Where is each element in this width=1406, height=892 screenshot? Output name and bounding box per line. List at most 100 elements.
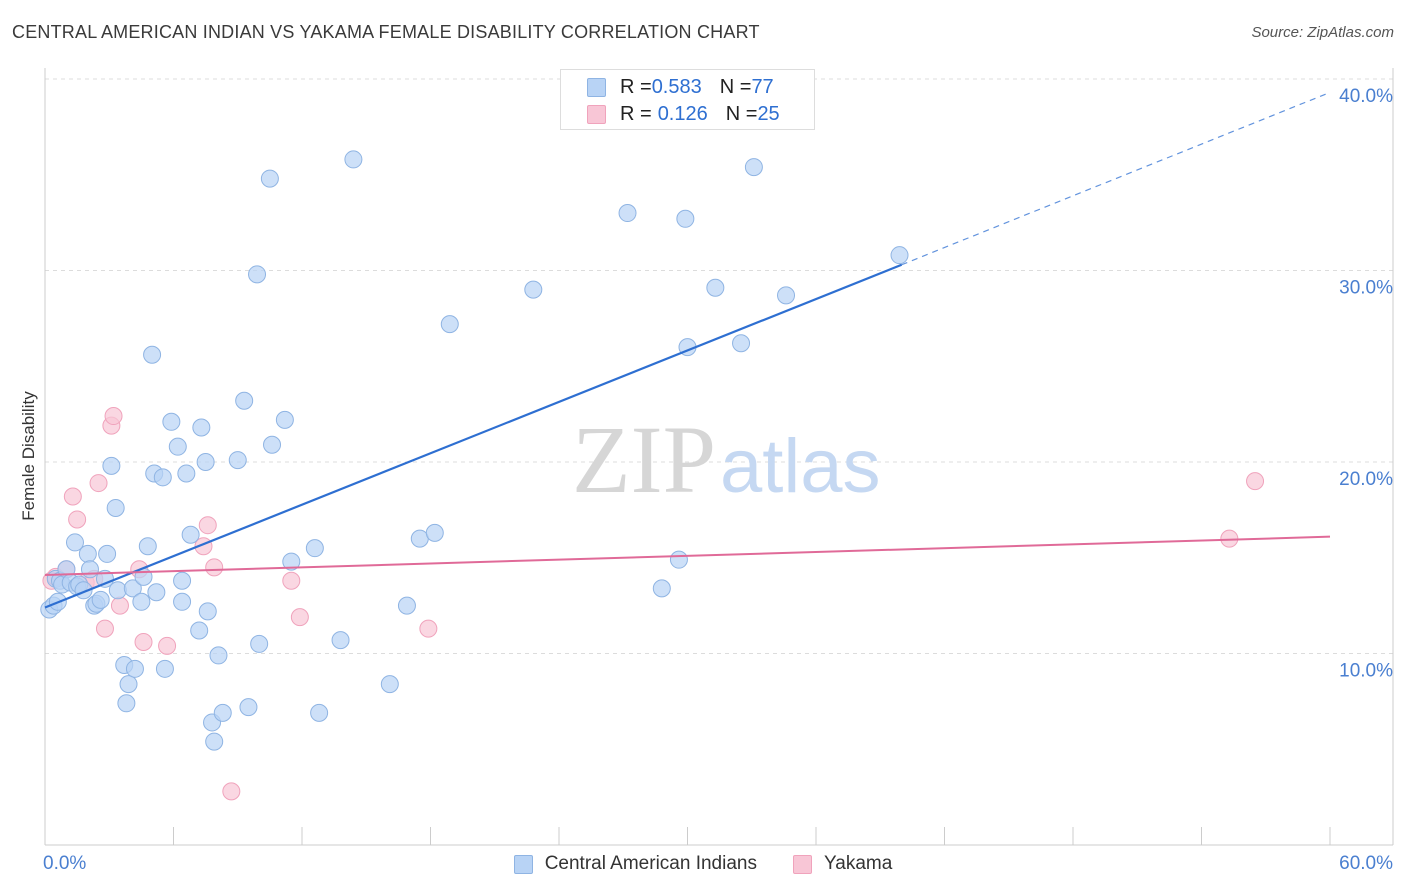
yakama-point [89,474,108,493]
watermark: ZIP atlas [572,406,881,513]
central-american-point [652,579,671,598]
central-american-point [196,453,215,471]
central-american-point [260,169,279,188]
gridlines [45,78,1395,654]
central-american-point [65,533,84,552]
central-american-point [310,703,329,722]
central-american-point [669,550,688,569]
legend-label: Central American Indians [544,853,757,874]
central-american-point [263,435,282,454]
stats-row-yakama: R = 0.126 N = 25 [587,102,780,126]
central-american-point [410,529,429,548]
central-american-indian-points [40,150,909,751]
central-american-point [91,590,110,609]
central-american-point [78,544,97,563]
central-american-point [524,280,543,299]
y-axis-title: Female Disability [19,391,38,521]
central-american-point [344,150,363,169]
central-american-point [239,698,258,717]
n-label: N = [719,75,752,98]
central-american-point [248,265,267,284]
yakama-point [222,782,241,801]
central-american-point [153,468,172,487]
central-american-point [181,525,200,544]
central-american-point [102,456,121,475]
r-value: 0.583 [651,75,702,98]
central-american-point [732,334,751,353]
central-american-point [213,703,232,722]
yakama-point [63,487,82,506]
central-american-point [890,246,909,265]
central-american-point [618,204,637,223]
yakama-point [205,558,224,577]
central-american-point [744,158,763,177]
x-tick-label-max: 60.0% [1339,853,1393,874]
n-label: N = [725,102,758,125]
central-american-point [305,539,324,558]
central-american-point [119,675,138,694]
central-american-point [440,315,459,334]
tick-labels: 10.0% 20.0% 30.0% 40.0% 0.0% 60.0% Female Disa… [19,86,1393,874]
watermark-atlas: atlas [720,424,881,509]
pink-swatch-icon [792,854,812,874]
r-label: R = [620,102,652,125]
central-american-point [98,544,117,563]
central-american-point [228,451,247,470]
stats-row-central-american: R = 0.583 N = 77 [587,75,774,99]
central-american-point [155,659,174,678]
central-american-point [125,659,144,678]
central-american-point [205,732,224,751]
yakama-point [282,571,301,590]
central-american-point [162,412,181,431]
central-american-point [235,391,254,410]
blue-swatch-icon [513,854,533,874]
central-american-point [173,571,192,590]
yakama-point [158,636,177,655]
central-american-point [425,523,444,542]
pink-swatch-icon [587,104,606,124]
central-american-point [117,694,136,713]
central-american-point [209,646,228,665]
legend-item-yakama[interactable]: Yakama [792,853,893,875]
y-tick-label: 10.0% [1339,661,1393,682]
blue-trend-line [44,263,903,609]
central-american-point [397,596,416,615]
source-label: Source: ZipAtlas.com [1251,24,1394,41]
axes [44,68,1394,846]
central-american-point [108,581,127,600]
central-american-point [138,537,157,556]
central-american-point [380,675,399,694]
central-american-point [706,278,725,297]
r-value: 0.126 [657,102,708,125]
y-tick-label: 40.0% [1339,86,1393,107]
central-american-point [777,286,796,305]
central-american-point [275,410,294,429]
watermark-zip: ZIP [572,406,716,513]
central-american-point [147,583,166,602]
central-american-point [250,634,269,653]
central-american-point [95,569,114,588]
yakama-point [198,516,217,535]
chart-legend: Central American Indians Yakama [0,851,1406,877]
stats-legend-box: R = 0.583 N = 77 R = 0.126 N = 25 [560,69,815,130]
trend-lines [44,91,1331,609]
yakama-point [95,619,114,638]
yakama-point [68,510,87,529]
central-american-point [106,498,125,517]
central-american-point [282,552,301,571]
legend-item-central-american[interactable]: Central American Indians [513,853,757,875]
n-value: 25 [757,102,780,125]
central-american-point [676,209,695,228]
yakama-point [1246,472,1265,491]
central-american-point [192,418,211,437]
central-american-point [331,631,350,650]
central-american-point [80,560,99,579]
central-american-point [143,345,162,364]
central-american-point [132,592,151,611]
central-american-point [190,621,209,640]
legend-label: Yakama [823,853,893,874]
y-tick-label: 30.0% [1339,278,1393,299]
blue-trend-extension [901,91,1331,266]
n-value: 77 [751,75,774,98]
chart-title: CENTRAL AMERICAN INDIAN VS YAKAMA FEMALE… [12,22,760,42]
